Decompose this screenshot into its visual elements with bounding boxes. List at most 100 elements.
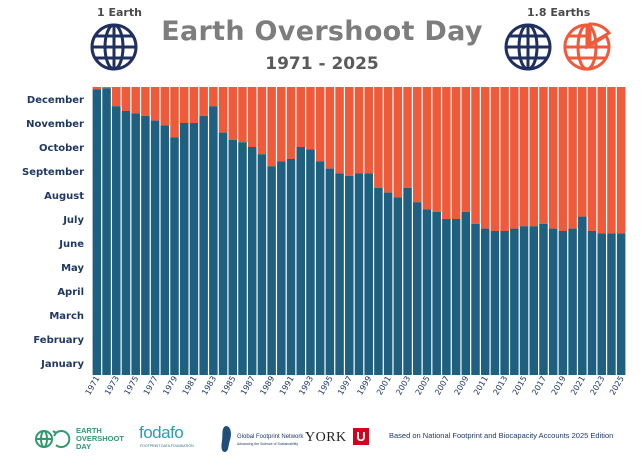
bar-2010 <box>471 223 480 375</box>
bar-2020 <box>568 228 577 375</box>
y-tick-label: September <box>22 167 84 178</box>
overshoot-bar-1993 <box>306 87 315 150</box>
overshoot-bar-2003 <box>403 87 412 188</box>
bar-1984 <box>218 132 228 375</box>
york-logo: YORK <box>305 430 347 445</box>
y-tick-label: July <box>62 215 84 226</box>
x-tick-label: 2013 <box>491 375 509 397</box>
x-tick-label: 1981 <box>181 375 199 397</box>
x-tick-label: 1995 <box>317 375 335 397</box>
overshoot-bar-1979 <box>170 87 179 138</box>
bar-2014 <box>510 228 519 375</box>
overshoot-bar-2002 <box>393 87 403 198</box>
overshoot-bar-2025 <box>616 87 626 234</box>
overshoot-bar-2004 <box>413 87 422 203</box>
bar-1981 <box>189 123 199 375</box>
x-tick-label: 2021 <box>569 375 587 397</box>
overshoot-bar-1996 <box>335 87 344 174</box>
bar-2000 <box>374 187 383 375</box>
fodafo-logo: fodafo <box>139 423 184 442</box>
bar-2015 <box>519 226 529 375</box>
overshoot-chart: January February March April May June July Augu… <box>22 87 626 397</box>
overshoot-bar-1990 <box>277 87 286 162</box>
footprint-icon <box>221 426 231 452</box>
y-tick-label: February <box>33 335 84 346</box>
x-tick-label: 2025 <box>608 375 626 397</box>
bar-1995 <box>325 168 335 375</box>
york-u-mark: U <box>353 428 369 445</box>
overshoot-bar-2021 <box>578 87 587 217</box>
footer: EARTH OVERSHOOT DAY fodafo FOOTPRINT DAT… <box>0 418 644 458</box>
bar-2002 <box>393 197 403 375</box>
bar-1997 <box>345 175 354 375</box>
overshoot-bar-1973 <box>112 87 121 107</box>
y-tick-label: November <box>26 119 84 130</box>
bar-1971 <box>92 89 102 376</box>
overshoot-bar-1997 <box>345 87 354 176</box>
overshoot-bar-2016 <box>529 87 539 227</box>
overshoot-bar-2019 <box>558 87 568 231</box>
overshoot-bar-1994 <box>315 87 325 162</box>
x-tick-label: 1973 <box>103 375 121 397</box>
chart-title: Earth Overshoot Day <box>161 16 483 47</box>
x-tick-label: 1983 <box>200 375 218 397</box>
x-tick-label: 1989 <box>258 375 276 397</box>
x-tick-label: 2001 <box>375 375 393 397</box>
bar-1973 <box>112 106 121 375</box>
x-tick-label: 2009 <box>453 375 471 397</box>
overshoot-bar-2006 <box>432 87 441 212</box>
bar-1993 <box>306 149 315 375</box>
overshoot-bar-2007 <box>442 87 451 219</box>
x-tick-label: 2003 <box>394 375 412 397</box>
overshoot-bar-2010 <box>471 87 480 224</box>
overshoot-bar-1976 <box>141 87 150 116</box>
overshoot-bar-1975 <box>131 87 140 114</box>
overshoot-bar-1982 <box>199 87 208 116</box>
fodafo-sub: FOOTPRINT DATA FOUNDATION <box>140 444 194 448</box>
overshoot-bar-1980 <box>179 87 189 123</box>
bar-1975 <box>131 113 140 376</box>
y-tick-label: April <box>57 287 84 298</box>
bar-2024 <box>607 233 616 375</box>
bar-2011 <box>480 228 490 375</box>
overshoot-bar-2009 <box>461 87 471 212</box>
bar-2023 <box>597 233 606 375</box>
bar-1985 <box>228 139 238 375</box>
bar-1996 <box>335 173 344 375</box>
bar-2013 <box>500 231 509 375</box>
bar-1982 <box>199 115 208 376</box>
overshoot-bar-1977 <box>150 87 160 121</box>
x-tick-label: 2023 <box>588 375 606 397</box>
overshoot-bar-1991 <box>286 87 296 159</box>
data-source-attribution: Based on National Footprint and Biocapac… <box>389 431 614 440</box>
overshoot-bar-2015 <box>519 87 529 227</box>
x-tick-label: 1987 <box>239 375 257 397</box>
bar-2005 <box>422 209 432 375</box>
chart-subtitle: 1971 - 2025 <box>265 54 379 74</box>
bar-1991 <box>286 159 296 375</box>
y-tick-label: May <box>61 263 84 274</box>
globe-icon-partial <box>563 22 612 71</box>
bar-2001 <box>383 192 393 375</box>
overshoot-bar-1986 <box>238 87 247 143</box>
bar-1978 <box>160 125 170 376</box>
overshoot-bar-2013 <box>500 87 509 231</box>
bar-1976 <box>141 115 150 376</box>
overshoot-bar-2020 <box>568 87 577 229</box>
x-tick-label: 1971 <box>84 375 102 397</box>
overshoot-bar-2023 <box>597 87 606 234</box>
y-tick-label: March <box>49 311 84 322</box>
overshoot-bar-2012 <box>490 87 500 231</box>
bar-2021 <box>578 216 587 375</box>
y-tick-label: December <box>27 95 84 106</box>
x-tick-label: 2017 <box>530 375 548 397</box>
bar-1999 <box>364 173 373 375</box>
overshoot-bar-1974 <box>121 87 131 111</box>
bar-1987 <box>247 147 257 375</box>
overshoot-bar-1992 <box>296 87 305 147</box>
bar-1972 <box>102 88 111 375</box>
bar-2004 <box>413 202 422 375</box>
bar-2006 <box>432 211 441 375</box>
eod-logo-line1: EARTH <box>76 426 102 435</box>
x-tick-label: 2019 <box>550 375 568 397</box>
